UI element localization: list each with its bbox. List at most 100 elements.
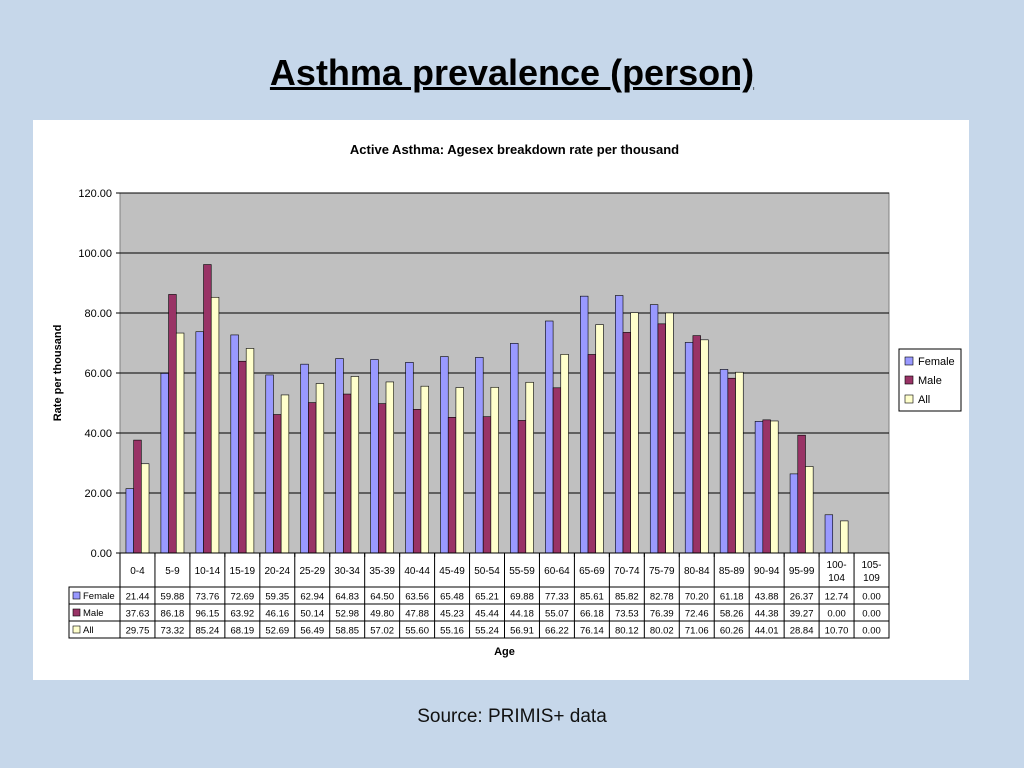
bar-male-80-84 — [692, 335, 701, 554]
bar-male-20-24 — [273, 414, 282, 554]
bar-female-30-34 — [335, 358, 344, 554]
legend-swatch-male — [904, 375, 914, 385]
x-category-label: 85-89 — [719, 566, 745, 577]
bar-male-60-64 — [552, 387, 562, 554]
legend-swatch-all — [904, 394, 914, 404]
x-category-label: 20-24 — [265, 566, 291, 577]
table-value: 68.19 — [230, 626, 254, 637]
bar-all-25-29 — [315, 383, 325, 554]
y-tick-label: 120.00 — [78, 188, 112, 200]
table-value: 0.00 — [862, 626, 881, 637]
bar-male-15-19 — [238, 360, 247, 554]
bar-female-45-49 — [440, 356, 449, 554]
table-value: 64.83 — [335, 592, 359, 603]
table-value: 73.53 — [615, 609, 639, 620]
bar-male-90-94 — [762, 419, 771, 554]
bar-female-90-94 — [754, 421, 764, 554]
table-value: 26.37 — [790, 592, 814, 603]
table-value: 0.00 — [862, 609, 881, 620]
table-value: 76.39 — [650, 609, 674, 620]
table-value: 76.14 — [580, 626, 604, 637]
table-value: 55.24 — [475, 626, 499, 637]
bar-all-100-104 — [840, 520, 849, 554]
table-value: 64.50 — [370, 592, 394, 603]
bar-all-35-39 — [385, 381, 394, 554]
bar-male-55-59 — [517, 420, 527, 554]
bar-all-30-34 — [350, 376, 360, 554]
legend-label-female: Female — [918, 356, 955, 368]
bar-female-75-79 — [649, 304, 659, 554]
y-axis-label: Rate per thousand — [52, 325, 64, 422]
x-category-label: 104 — [828, 573, 845, 584]
bar-all-85-89 — [735, 371, 744, 554]
bar-all-0-4 — [141, 463, 150, 554]
table-value: 56.91 — [510, 626, 534, 637]
bar-all-40-44 — [420, 385, 429, 554]
table-value: 63.92 — [230, 609, 254, 620]
table-value: 43.88 — [755, 592, 779, 603]
table-value: 63.56 — [405, 592, 429, 603]
bar-female-70-74 — [615, 295, 624, 554]
table-value: 59.35 — [265, 592, 289, 603]
x-category-label: 40-44 — [404, 566, 430, 577]
asthma-chart: Active Asthma: Agesex breakdown rate per… — [52, 142, 962, 658]
table-value: 57.02 — [370, 626, 394, 637]
legend-swatch-female — [904, 356, 914, 366]
table-value: 77.33 — [545, 592, 569, 603]
bar-female-15-19 — [230, 334, 239, 554]
bar-female-20-24 — [265, 374, 274, 554]
bar-all-10-14 — [210, 296, 220, 554]
bar-all-65-69 — [595, 324, 604, 554]
table-value: 65.21 — [475, 592, 499, 603]
y-tick-label: 60.00 — [84, 368, 112, 380]
bar-all-50-54 — [490, 386, 499, 554]
table-row-label: Female — [83, 591, 115, 602]
table-value: 72.46 — [685, 609, 709, 620]
table-value: 52.98 — [335, 609, 359, 620]
bar-all-80-84 — [700, 339, 709, 554]
table-value: 71.06 — [685, 626, 709, 637]
bar-all-55-59 — [525, 381, 534, 554]
table-value: 60.26 — [720, 626, 744, 637]
table-value: 73.76 — [195, 592, 219, 603]
table-value: 80.12 — [615, 626, 639, 637]
table-legend-key-all — [72, 625, 81, 634]
table-value: 82.78 — [650, 592, 674, 603]
table-value: 66.18 — [580, 609, 604, 620]
table-value: 73.32 — [161, 626, 185, 637]
bar-male-50-54 — [482, 416, 492, 554]
table-value: 58.26 — [720, 609, 744, 620]
bar-all-75-79 — [665, 312, 674, 554]
y-tick-label: 100.00 — [78, 248, 112, 260]
table-value: 61.18 — [720, 592, 744, 603]
table-value: 44.38 — [755, 609, 779, 620]
x-category-label: 90-94 — [754, 566, 780, 577]
x-category-label: 105- — [862, 560, 882, 571]
bar-all-70-74 — [630, 312, 639, 554]
bar-female-65-69 — [580, 295, 589, 554]
table-value: 0.00 — [862, 592, 881, 603]
table-value: 47.88 — [405, 609, 429, 620]
table-value: 58.85 — [335, 626, 359, 637]
table-value: 46.16 — [265, 609, 289, 620]
table-value: 10.70 — [825, 626, 849, 637]
chart-card: Active Asthma: Agesex breakdown rate per… — [33, 120, 969, 680]
table-value: 56.49 — [300, 626, 324, 637]
bar-all-45-49 — [455, 387, 464, 554]
bar-male-0-4 — [133, 439, 142, 554]
table-row-label: Male — [83, 608, 104, 619]
table-value: 85.24 — [195, 626, 219, 637]
table-value: 55.16 — [440, 626, 464, 637]
table-value: 86.18 — [161, 609, 185, 620]
table-value: 21.44 — [126, 592, 150, 603]
bar-male-45-49 — [447, 417, 457, 554]
bar-male-75-79 — [657, 323, 666, 554]
table-value: 49.80 — [370, 609, 394, 620]
table-value: 39.27 — [790, 609, 814, 620]
x-category-label: 35-39 — [369, 566, 395, 577]
slide-title: Asthma prevalence (person) — [269, 52, 755, 93]
y-tick-label: 0.00 — [91, 548, 112, 560]
table-value: 44.18 — [510, 609, 534, 620]
table-value: 70.20 — [685, 592, 709, 603]
x-category-label: 100- — [827, 560, 847, 571]
